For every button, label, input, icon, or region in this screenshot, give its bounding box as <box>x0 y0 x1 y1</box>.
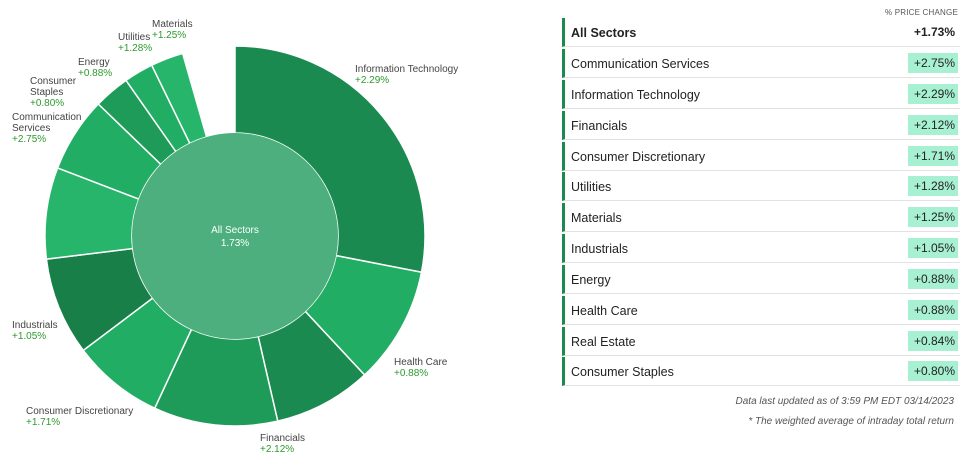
row-name: Industrials <box>571 242 628 256</box>
table-row[interactable]: Energy +0.88% <box>562 265 960 294</box>
slice-label-financials: Financials +2.12% <box>260 433 306 455</box>
table-row[interactable]: Real Estate +0.84% <box>562 327 960 356</box>
center-label: All Sectors <box>211 225 259 236</box>
weighted-average-note: * The weighted average of intraday total… <box>748 416 954 427</box>
table-row[interactable]: Consumer Staples +0.80% <box>562 357 960 386</box>
table-row[interactable]: Financials +2.12% <box>562 111 960 140</box>
row-value: +0.84% <box>907 331 958 351</box>
row-name: Materials <box>571 211 622 225</box>
sector-donut-chart: All Sectors 1.73% <box>44 45 426 427</box>
column-header: % PRICE CHANGE <box>884 8 958 17</box>
row-value: +0.80% <box>907 361 958 381</box>
table-row[interactable]: Information Technology +2.29% <box>562 80 960 109</box>
row-value: +1.71% <box>907 146 958 166</box>
table-row[interactable]: Health Care +0.88% <box>562 296 960 325</box>
row-value: +0.88% <box>907 300 958 320</box>
slice-label-communication-services: Communication Services +2.75% <box>12 112 82 145</box>
row-value: +1.73% <box>913 25 955 39</box>
row-value: +1.28% <box>907 176 958 196</box>
slice-label-consumer-staples: Consumer Staples +0.80% <box>30 76 77 109</box>
row-name: Consumer Staples <box>571 365 674 379</box>
row-value: +2.29% <box>907 84 958 104</box>
table-row[interactable]: Communication Services +2.75% <box>562 49 960 78</box>
row-name: Information Technology <box>571 88 701 102</box>
slice-label-utilities: Utilities +1.28% <box>118 32 153 54</box>
slice-label-energy: Energy +0.88% <box>78 57 113 79</box>
row-value: +2.75% <box>907 53 958 73</box>
slice-label-materials: Materials +1.25% <box>152 19 193 41</box>
row-value: +1.05% <box>907 238 958 258</box>
row-name: Consumer Discretionary <box>571 150 706 164</box>
row-value: +1.25% <box>907 207 958 227</box>
last-updated-note: Data last updated as of 3:59 PM EDT 03/1… <box>735 396 954 407</box>
center-value: 1.73% <box>221 238 249 249</box>
row-name: Energy <box>571 273 611 287</box>
row-name: Utilities <box>571 180 612 194</box>
slice-label-consumer-discretionary: Consumer Discretionary +1.71% <box>26 406 134 428</box>
slice-label-information-technology: Information Technology +2.29% <box>355 64 459 86</box>
table-row[interactable]: Utilities +1.28% <box>562 172 960 201</box>
table-row[interactable]: Consumer Discretionary +1.71% <box>562 142 960 171</box>
row-name: Communication Services <box>571 57 710 71</box>
row-value: +2.12% <box>907 115 958 135</box>
center-circle <box>132 133 338 339</box>
row-name: Real Estate <box>571 335 636 349</box>
row-value: +0.88% <box>907 269 958 289</box>
slice-label-industrials: Industrials +1.05% <box>12 320 58 342</box>
table-row[interactable]: Industrials +1.05% <box>562 234 960 263</box>
slice-label-health-care: Health Care +0.88% <box>394 357 448 379</box>
row-name: Financials <box>571 119 628 133</box>
table-row-all-sectors[interactable]: All Sectors +1.73% <box>562 18 960 47</box>
table-row[interactable]: Materials +1.25% <box>562 203 960 232</box>
row-name: Health Care <box>571 304 638 318</box>
row-name: All Sectors <box>571 26 637 40</box>
